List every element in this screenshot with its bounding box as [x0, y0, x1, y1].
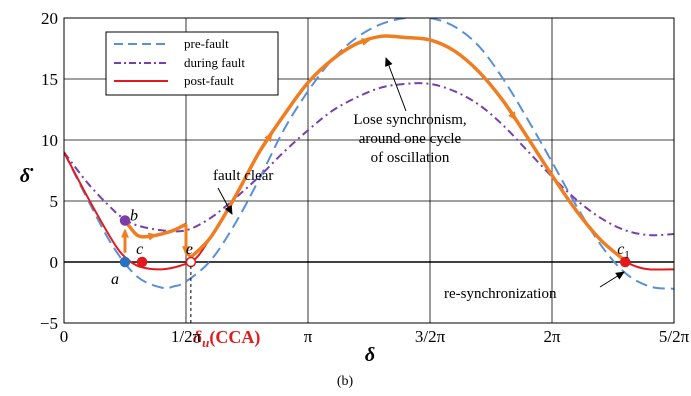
trajectory-layer [121, 34, 627, 263]
x-tick-label: π [304, 327, 313, 346]
annotation-lose-sync-arrow [385, 57, 407, 112]
y-axis-label: δ̇ [20, 165, 34, 187]
annotation-fault-clear-arrow [217, 187, 233, 215]
y-tick-label: 10 [41, 131, 58, 150]
series-during-fault [64, 82, 674, 237]
point-label-c: c [136, 241, 143, 258]
annotation-resync-arrow [599, 271, 625, 288]
y-tick-label: −5 [40, 314, 58, 333]
annotation-layer: fault clear Lose synchronism, around one c… [190, 57, 625, 350]
y-tick-label: 0 [50, 253, 59, 272]
x-tick-label: 5/2π [659, 327, 690, 346]
point-c [136, 256, 148, 268]
point-label-e: e [186, 241, 193, 258]
trajectory-arrow-mid [147, 232, 158, 241]
point-b [119, 215, 131, 226]
point-label-c1: c1 [617, 241, 630, 261]
annotation-fault-clear: fault clear [213, 168, 273, 184]
legend: pre-fault during fault post-fault [105, 31, 279, 96]
y-tick-label: 15 [41, 70, 58, 89]
annotation-resync: re-synchronization [444, 286, 557, 302]
grid [64, 18, 674, 323]
legend-label-pre-fault: pre-fault [184, 36, 229, 51]
point-label-b: b [130, 208, 138, 225]
legend-label-during-fault: during fault [184, 55, 245, 70]
legend-label-post-fault: post-fault [184, 73, 234, 88]
x-tick-label: 0 [60, 327, 69, 346]
trajectory-arrow-fall [501, 100, 517, 121]
x-axis-label: δ [365, 344, 375, 366]
y-tick-label: 20 [41, 9, 58, 28]
point-a [119, 256, 131, 268]
subfigure-label: (b) [337, 374, 354, 389]
annotation-lose-sync-line: of oscillation [371, 150, 450, 166]
point-layer: a bc e c1 [111, 208, 631, 288]
trajectory-link [184, 251, 192, 259]
point-e [185, 256, 197, 268]
annotation-lose-sync-line: around one cycle [359, 131, 462, 147]
delta-u-cca-label: δu(CCA) [193, 327, 260, 350]
x-tick-label: 3/2π [415, 327, 446, 346]
plot-frame [63, 17, 675, 324]
point-label-a: a [111, 271, 119, 288]
x-tick-label: 2π [543, 327, 561, 346]
trajectory-arrow-rise [257, 132, 273, 154]
point-c1 [619, 256, 631, 268]
y-tick-label: 5 [50, 192, 59, 211]
x-tick-label: 1/2π [171, 327, 202, 346]
trajectory-arrow-peak [356, 38, 371, 46]
annotation-lose-sync-line: Lose synchronism, [353, 112, 466, 128]
